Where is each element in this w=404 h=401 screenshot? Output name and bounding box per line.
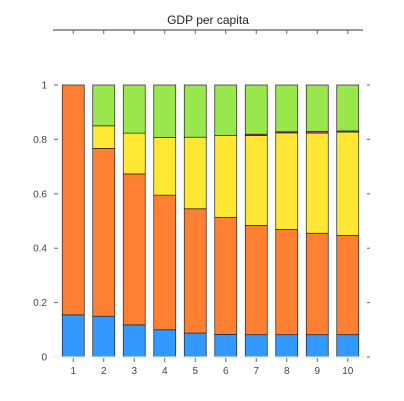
bar-segment-4-5 bbox=[153, 84, 177, 138]
bar-segment-1-2 bbox=[61, 84, 85, 316]
bar-segment-1-1 bbox=[61, 314, 85, 358]
bar-segment-3-3 bbox=[122, 132, 146, 175]
bar-segment-4-3 bbox=[153, 137, 177, 196]
bar-segment-7-1 bbox=[244, 334, 268, 358]
bar-segment-9-5 bbox=[305, 84, 329, 132]
bar-segment-4-2 bbox=[153, 194, 177, 331]
bar-segment-8-5 bbox=[275, 84, 299, 133]
bar-segment-3-1 bbox=[122, 324, 146, 358]
x-axis: 1 2 3 4 5 6 7 8 9 10 bbox=[52, 30, 367, 377]
y-axis: 0 0.2 0.4 0.6 0.8 1 bbox=[33, 81, 370, 364]
bar-segment-3-2 bbox=[122, 173, 146, 326]
bar-segment-2-5 bbox=[92, 84, 116, 127]
bar-segment-5-3 bbox=[183, 136, 207, 210]
x-tick-label-4: 4 bbox=[162, 366, 168, 377]
bar-segment-6-3 bbox=[214, 134, 238, 218]
bar-segment-2-2 bbox=[92, 148, 116, 317]
bar-segment-2-1 bbox=[92, 315, 116, 358]
y-tick-label-2: 0.4 bbox=[33, 244, 47, 255]
x-tick-label-6: 6 bbox=[223, 366, 229, 377]
bar-segment-3-5 bbox=[122, 84, 146, 134]
bar-segment-8-1 bbox=[275, 334, 299, 358]
bar-segment-7-3 bbox=[244, 135, 268, 226]
bars-group bbox=[61, 84, 360, 358]
x-tick-label-3: 3 bbox=[131, 366, 137, 377]
bar-segment-2-3 bbox=[92, 125, 116, 149]
bar-segment-9-1 bbox=[305, 334, 329, 358]
bar-segment-9-3 bbox=[305, 132, 329, 234]
bar-segment-5-5 bbox=[183, 84, 207, 138]
bar-segment-7-2 bbox=[244, 225, 268, 336]
y-tick-label-1: 0.2 bbox=[33, 298, 47, 309]
bar-segment-4-1 bbox=[153, 329, 177, 358]
y-tick-label-4: 0.8 bbox=[33, 135, 47, 146]
bar-segment-8-2 bbox=[275, 229, 299, 336]
bar-segment-10-2 bbox=[336, 235, 360, 336]
x-tick-label-8: 8 bbox=[284, 366, 290, 377]
bar-segment-8-3 bbox=[275, 132, 299, 230]
bar-segment-6-2 bbox=[214, 217, 238, 335]
y-tick-label-3: 0.6 bbox=[33, 189, 47, 200]
bar-segment-7-5 bbox=[244, 84, 268, 135]
bar-segment-6-5 bbox=[214, 84, 238, 136]
x-tick-label-1: 1 bbox=[70, 366, 76, 377]
bar-segment-10-1 bbox=[336, 334, 360, 358]
x-tick-label-7: 7 bbox=[253, 366, 259, 377]
x-tick-label-9: 9 bbox=[314, 366, 320, 377]
y-tick-label-5: 1 bbox=[41, 81, 47, 92]
bar-segment-10-5 bbox=[336, 84, 360, 132]
bar-segment-6-1 bbox=[214, 334, 238, 358]
x-tick-label-5: 5 bbox=[192, 366, 198, 377]
bar-segment-5-2 bbox=[183, 208, 207, 334]
x-tick-label-10: 10 bbox=[342, 366, 354, 377]
bar-segment-10-3 bbox=[336, 131, 360, 236]
chart-title: GDP per capita bbox=[167, 13, 249, 27]
bar-segment-5-1 bbox=[183, 332, 207, 358]
x-tick-label-2: 2 bbox=[101, 366, 107, 377]
bar-segment-9-2 bbox=[305, 232, 329, 336]
y-tick-label-0: 0 bbox=[41, 353, 47, 364]
